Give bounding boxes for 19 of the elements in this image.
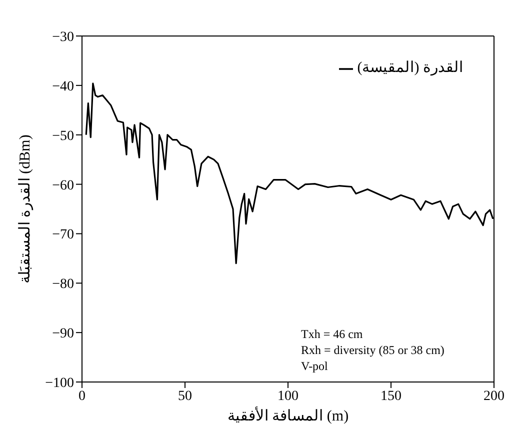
y-tick-label: −80 xyxy=(52,277,74,292)
y-tick-label: −40 xyxy=(52,79,74,94)
annotation: Txh = 46 cm xyxy=(301,326,364,342)
x-tick-label: 200 xyxy=(484,388,504,404)
y-tick-label: −100 xyxy=(45,376,74,391)
x-axis-title: المسافة الأفقية (m) xyxy=(227,406,349,425)
y-tick-label: −90 xyxy=(52,326,74,342)
annotation: Rxh = diversity (85 or 38 cm) xyxy=(301,342,444,358)
x-tick-label: 0 xyxy=(78,388,86,404)
x-tick-label: 50 xyxy=(178,388,192,404)
legend-label: القدرة (المقيسة) xyxy=(357,60,463,76)
y-tick-label: −70 xyxy=(52,228,74,243)
annotation: V-pol xyxy=(301,358,329,374)
y-tick-label: −60 xyxy=(52,178,74,194)
y-axis-title: القدرة المستقبَلة (dBm) xyxy=(17,134,34,284)
y-tick-label: −50 xyxy=(52,128,74,144)
x-tick-label: 150 xyxy=(380,388,402,404)
y-tick-label: −30 xyxy=(52,30,74,45)
x-tick-label: 100 xyxy=(278,388,298,404)
